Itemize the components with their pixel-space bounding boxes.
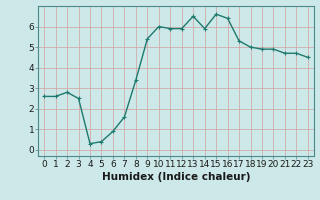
X-axis label: Humidex (Indice chaleur): Humidex (Indice chaleur)	[102, 172, 250, 182]
